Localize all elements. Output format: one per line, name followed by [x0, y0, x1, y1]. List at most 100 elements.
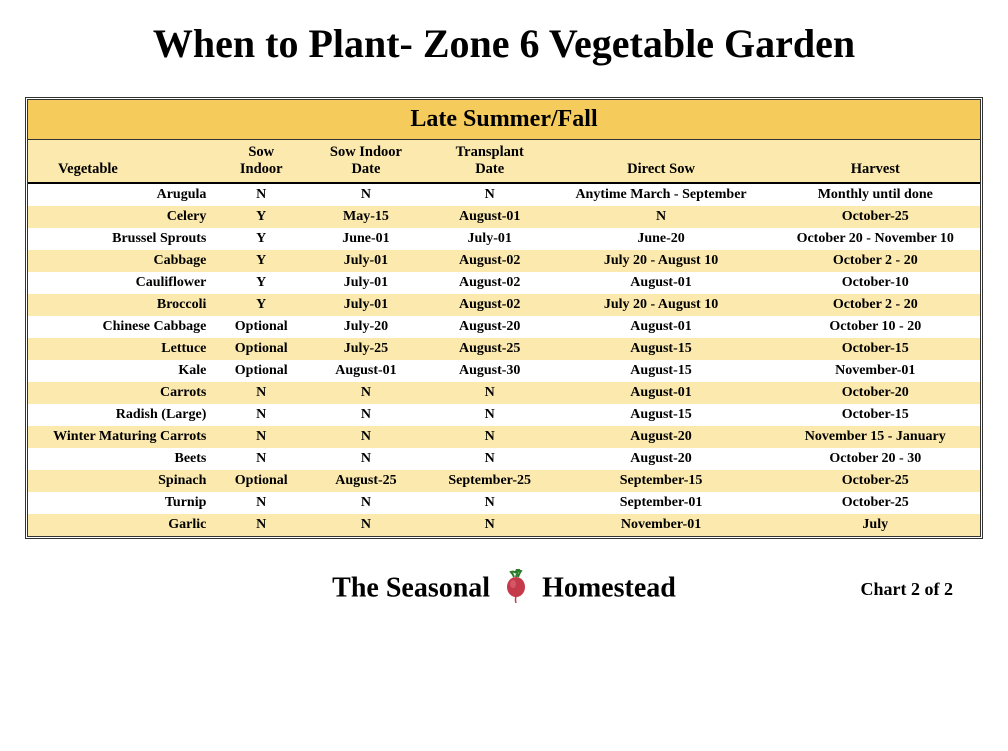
table-row: CeleryYMay-15August-01NOctober-25: [28, 206, 980, 228]
cell-indoor: May-15: [304, 206, 428, 228]
cell-indoor: N: [304, 448, 428, 470]
cell-veg: Kale: [28, 360, 218, 382]
col-harvest: Harvest: [771, 140, 980, 183]
cell-harvest: October-15: [771, 338, 980, 360]
cell-direct: N: [552, 206, 771, 228]
footer: The Seasonal Homestead Chart 2 of 2: [25, 569, 983, 629]
cell-trans: August-30: [428, 360, 552, 382]
cell-harvest: July: [771, 514, 980, 536]
cell-trans: N: [428, 448, 552, 470]
cell-indoor: July-01: [304, 250, 428, 272]
cell-veg: Cabbage: [28, 250, 218, 272]
cell-indoor: N: [304, 492, 428, 514]
cell-indoor: August-25: [304, 470, 428, 492]
col-sow-indoor: SowIndoor: [218, 140, 304, 183]
cell-sow: N: [218, 492, 304, 514]
brand-text-right: Homestead: [542, 572, 676, 603]
cell-harvest: October 2 - 20: [771, 250, 980, 272]
cell-sow: Optional: [218, 360, 304, 382]
cell-sow: N: [218, 448, 304, 470]
cell-veg: Broccoli: [28, 294, 218, 316]
cell-veg: Brussel Sprouts: [28, 228, 218, 250]
cell-trans: N: [428, 404, 552, 426]
cell-harvest: October-20: [771, 382, 980, 404]
cell-veg: Carrots: [28, 382, 218, 404]
cell-direct: August-01: [552, 382, 771, 404]
cell-harvest: October-25: [771, 492, 980, 514]
cell-harvest: October 10 - 20: [771, 316, 980, 338]
cell-direct: June-20: [552, 228, 771, 250]
cell-indoor: June-01: [304, 228, 428, 250]
cell-direct: September-01: [552, 492, 771, 514]
table-row: BeetsNNNAugust-20October 20 - 30: [28, 448, 980, 470]
col-vegetable: Vegetable: [28, 140, 218, 183]
cell-indoor: August-01: [304, 360, 428, 382]
cell-sow: N: [218, 514, 304, 536]
cell-indoor: July-20: [304, 316, 428, 338]
cell-harvest: October 2 - 20: [771, 294, 980, 316]
cell-veg: Beets: [28, 448, 218, 470]
cell-veg: Lettuce: [28, 338, 218, 360]
chart-number: Chart 2 of 2: [861, 579, 954, 600]
cell-direct: August-20: [552, 426, 771, 448]
cell-sow: Optional: [218, 338, 304, 360]
cell-direct: August-20: [552, 448, 771, 470]
cell-trans: September-25: [428, 470, 552, 492]
cell-harvest: October-25: [771, 206, 980, 228]
table-row: CauliflowerYJuly-01August-02August-01Oct…: [28, 272, 980, 294]
cell-indoor: July-01: [304, 294, 428, 316]
cell-sow: Y: [218, 294, 304, 316]
cell-direct: August-15: [552, 338, 771, 360]
cell-sow: Y: [218, 228, 304, 250]
cell-veg: Turnip: [28, 492, 218, 514]
cell-trans: August-25: [428, 338, 552, 360]
col-sow-indoor-date: Sow IndoorDate: [304, 140, 428, 183]
table-row: GarlicNNNNovember-01July: [28, 514, 980, 536]
planting-table: Vegetable SowIndoor Sow IndoorDate Trans…: [28, 140, 980, 536]
col-transplant-date: TransplantDate: [428, 140, 552, 183]
cell-trans: August-02: [428, 294, 552, 316]
cell-direct: August-01: [552, 316, 771, 338]
cell-trans: N: [428, 492, 552, 514]
table-row: LettuceOptionalJuly-25August-25August-15…: [28, 338, 980, 360]
table-row: KaleOptionalAugust-01August-30August-15N…: [28, 360, 980, 382]
cell-trans: August-20: [428, 316, 552, 338]
cell-harvest: October 20 - 30: [771, 448, 980, 470]
cell-indoor: N: [304, 183, 428, 206]
cell-indoor: N: [304, 426, 428, 448]
cell-sow: Optional: [218, 470, 304, 492]
table-row: Brussel SproutsYJune-01July-01June-20Oct…: [28, 228, 980, 250]
cell-indoor: N: [304, 404, 428, 426]
cell-sow: N: [218, 382, 304, 404]
col-direct-sow: Direct Sow: [552, 140, 771, 183]
cell-trans: N: [428, 183, 552, 206]
cell-harvest: November-01: [771, 360, 980, 382]
cell-sow: N: [218, 426, 304, 448]
cell-trans: N: [428, 426, 552, 448]
cell-direct: July 20 - August 10: [552, 294, 771, 316]
table-row: ArugulaNNNAnytime March - SeptemberMonth…: [28, 183, 980, 206]
cell-veg: Winter Maturing Carrots: [28, 426, 218, 448]
season-banner: Late Summer/Fall: [28, 100, 980, 140]
cell-sow: N: [218, 183, 304, 206]
cell-sow: Optional: [218, 316, 304, 338]
cell-trans: August-01: [428, 206, 552, 228]
table-row: BroccoliYJuly-01August-02July 20 - Augus…: [28, 294, 980, 316]
cell-sow: N: [218, 404, 304, 426]
brand-text-left: The Seasonal: [332, 572, 490, 603]
cell-veg: Garlic: [28, 514, 218, 536]
cell-sow: Y: [218, 206, 304, 228]
cell-direct: August-01: [552, 272, 771, 294]
table-body: ArugulaNNNAnytime March - SeptemberMonth…: [28, 183, 980, 536]
table-row: SpinachOptionalAugust-25September-25Sept…: [28, 470, 980, 492]
cell-harvest: October 20 - November 10: [771, 228, 980, 250]
cell-indoor: N: [304, 514, 428, 536]
cell-veg: Cauliflower: [28, 272, 218, 294]
planting-table-container: Late Summer/Fall Vegetable SowIndoor Sow…: [25, 97, 983, 539]
cell-veg: Chinese Cabbage: [28, 316, 218, 338]
cell-indoor: N: [304, 382, 428, 404]
table-row: TurnipNNNSeptember-01October-25: [28, 492, 980, 514]
cell-direct: November-01: [552, 514, 771, 536]
cell-harvest: Monthly until done: [771, 183, 980, 206]
table-row: Radish (Large)NNNAugust-15October-15: [28, 404, 980, 426]
